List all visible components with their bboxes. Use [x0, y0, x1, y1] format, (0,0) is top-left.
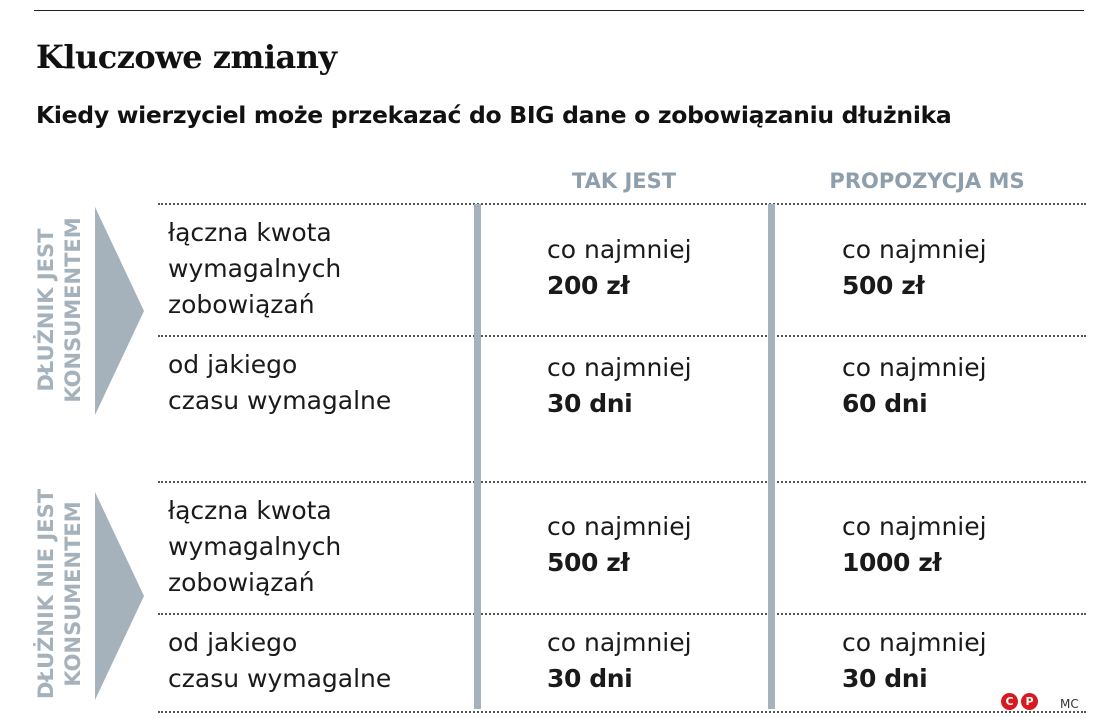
cell-proposed-overdue: co najmniej 60 dni — [842, 353, 987, 418]
page-subtitle: Kiedy wierzyciel może przekazać do BIG d… — [36, 101, 952, 129]
column-header-current: TAK JEST — [571, 169, 677, 193]
row-divider — [158, 711, 1086, 713]
author-initials: MC — [1060, 697, 1079, 711]
row-label-overdue: od jakiego czasu wymagalne — [168, 628, 392, 693]
row-divider — [158, 203, 1086, 205]
top-rule — [34, 10, 1084, 11]
copyright-logo: C P — [1001, 693, 1038, 710]
group-arrow-consumer — [95, 207, 144, 415]
copyright-icon: C — [1001, 693, 1018, 710]
cell-current-amount: co najmniej 500 zł — [547, 512, 692, 577]
row-divider — [158, 613, 1086, 615]
cell-proposed-overdue: co najmniej 30 dni — [842, 628, 987, 693]
cell-current-overdue: co najmniej 30 dni — [547, 353, 692, 418]
column-header-proposed: PROPOZYCJA MS — [829, 169, 1025, 193]
row-divider — [158, 481, 1086, 483]
row-label-amount: łączna kwota wymagalnych zobowiązań — [168, 218, 342, 319]
cell-current-amount: co najmniej 200 zł — [547, 235, 692, 300]
publisher-icon: P — [1021, 693, 1038, 710]
row-label-amount: łączna kwota wymagalnych zobowiązań — [168, 496, 342, 597]
row-divider — [158, 335, 1086, 337]
cell-current-overdue: co najmniej 30 dni — [547, 628, 692, 693]
group-label-consumer: DŁUŻNIK JEST KONSUMENTEM — [34, 217, 85, 403]
cell-proposed-amount: co najmniej 1000 zł — [842, 512, 987, 577]
column-bar-current — [474, 204, 481, 709]
row-label-overdue: od jakiego czasu wymagalne — [168, 350, 392, 415]
page-title: Kluczowe zmiany — [36, 38, 337, 76]
cell-proposed-amount: co najmniej 500 zł — [842, 235, 987, 300]
column-bar-proposed — [768, 204, 775, 709]
group-label-non-consumer: DŁUŻNIK NIE JEST KONSUMENTEM — [34, 488, 85, 700]
group-arrow-non-consumer — [95, 492, 144, 700]
